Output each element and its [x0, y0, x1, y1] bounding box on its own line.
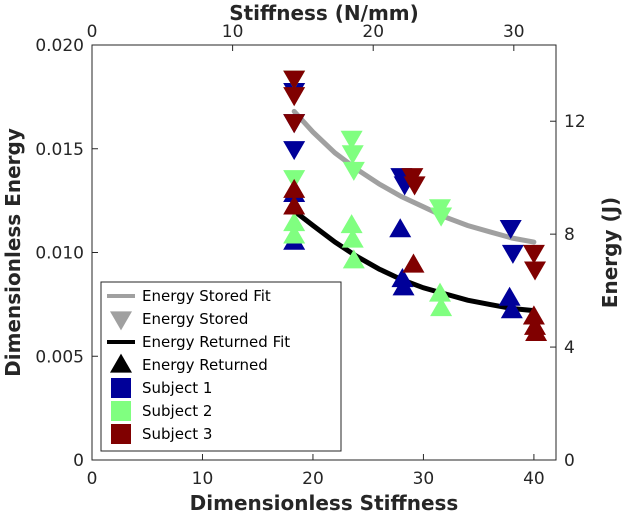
data-point-subject-3-stored [524, 261, 547, 281]
x-axis-label-top: Stiffness (N/mm) [229, 1, 419, 25]
x-tick-label-bottom: 30 [413, 469, 435, 489]
legend-entry-label: Subject 2 [142, 402, 212, 420]
data-point-subject-1-returned [392, 276, 415, 296]
legend-swatch-square [111, 424, 131, 444]
y-tick-label-right: 4 [564, 338, 575, 358]
data-point-subject-2-returned [429, 282, 451, 302]
legend: Energy Stored Fit Energy Stored Energy Ret… [100, 281, 342, 452]
fit-line-1 [291, 108, 537, 245]
data-point-subject-1-returned [391, 268, 414, 288]
data-point-subject-1-stored [501, 244, 524, 264]
y-tick-label-left: 0.005 [35, 347, 84, 367]
y-axis-label-right: Energy (J) [598, 197, 622, 308]
data-point-subject-3-returned [402, 253, 425, 273]
x-tick-label-top: 30 [503, 22, 525, 42]
y-tick-label-right: 12 [564, 112, 586, 132]
data-point-subject-3-stored [522, 244, 545, 264]
data-point-subject-2-stored [342, 161, 365, 181]
data-point-subject-2-returned [430, 297, 453, 317]
data-point-subject-2-stored [430, 207, 453, 227]
data-point-subject-3-stored [283, 70, 306, 90]
x-axis-label-bottom: Dimensionless Stiffness [190, 491, 459, 515]
y-tick-label-left: 0 [73, 451, 84, 471]
legend-swatch-square [111, 378, 131, 398]
data-points-layer [283, 70, 548, 342]
x-tick-label-bottom: 20 [302, 469, 324, 489]
data-point-subject-1-returned [389, 218, 412, 238]
y-tick-label-right: 0 [564, 451, 575, 471]
x-tick-label-bottom: 10 [192, 469, 214, 489]
x-tick-label-top: 10 [222, 22, 244, 42]
y-tick-label-left: 0.010 [35, 244, 84, 264]
data-point-subject-2-returned [283, 224, 306, 244]
legend-entry-label: Subject 1 [142, 379, 212, 397]
y-tick-label-left: 0.015 [35, 140, 84, 160]
data-point-subject-3-returned [525, 321, 548, 342]
legend-swatch-square [111, 401, 131, 421]
data-point-subject-3-returned [522, 305, 545, 325]
y-tick-label-left: 0.020 [35, 36, 84, 56]
data-point-subject-2-stored [340, 130, 363, 150]
data-point-subject-1-stored [283, 141, 306, 161]
legend-entry-label: Subject 3 [142, 425, 212, 443]
legend-entry-label: Energy Returned Fit [142, 333, 290, 351]
data-point-subject-3-stored [283, 87, 306, 107]
x-tick-label-bottom: 40 [523, 469, 545, 489]
data-point-subject-2-returned [340, 214, 363, 234]
data-point-subject-2-returned [342, 249, 365, 269]
data-point-subject-1-returned [498, 286, 521, 306]
fit-lines-layer [291, 108, 537, 314]
y-axis-label-left: Dimensionless Energy [1, 128, 25, 377]
data-point-subject-1-stored [499, 219, 522, 240]
legend-box [100, 281, 342, 452]
legend-entry-label: Energy Stored Fit [142, 287, 271, 305]
data-point-subject-3-returned [283, 195, 306, 215]
x-tick-label-top: 20 [362, 22, 384, 42]
legend-swatch-triangle [110, 353, 132, 373]
legend-entry-label: Energy Stored [142, 310, 248, 328]
y-tick-label-right: 8 [564, 225, 575, 245]
data-point-subject-2-stored [341, 145, 364, 165]
legend-entry-label: Energy Returned [142, 356, 268, 374]
data-point-subject-3-stored [283, 114, 306, 134]
data-point-subject-1-returned [500, 299, 523, 319]
fit-line-2 [291, 208, 537, 314]
data-point-subject-3-stored [403, 176, 426, 196]
data-point-subject-2-returned [341, 228, 364, 248]
legend-swatch-triangle [110, 311, 132, 331]
x-tick-label-bottom: 0 [87, 469, 98, 489]
data-point-subject-3-returned [283, 178, 306, 198]
x-tick-label-top: 0 [87, 22, 98, 42]
data-point-subject-2-returned [283, 212, 306, 232]
